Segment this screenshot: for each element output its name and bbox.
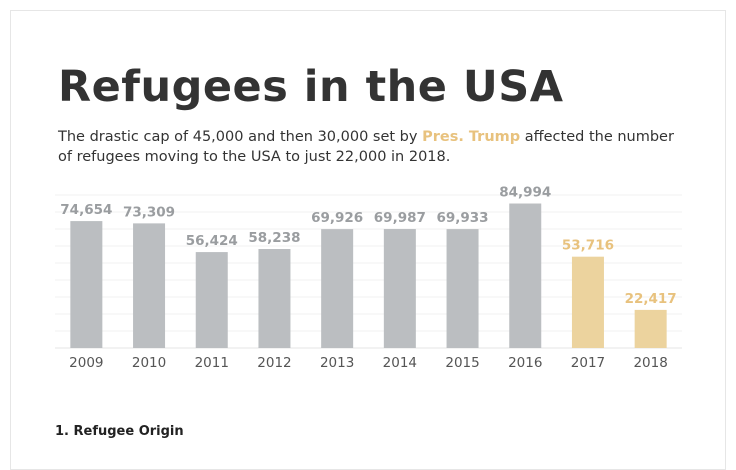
highlight-link[interactable]: Pres. Trump xyxy=(422,129,521,145)
value-label-2014: 69,987 xyxy=(374,210,426,226)
description-text-end: affected the number of refugees moving t… xyxy=(58,129,674,165)
section-heading: 1. Refugee Origin xyxy=(55,424,184,439)
x-tick-label-2015: 2015 xyxy=(445,355,479,371)
x-tick-label-2012: 2012 xyxy=(257,355,291,371)
bar-2013 xyxy=(321,229,354,348)
bar-2012 xyxy=(258,248,291,348)
x-tick-label-2009: 2009 xyxy=(69,355,103,371)
description: The drastic cap of 45,000 and then 30,00… xyxy=(58,127,678,167)
x-tick-label-2018: 2018 xyxy=(633,355,667,371)
bar-2011 xyxy=(195,252,228,348)
value-label-2018: 22,417 xyxy=(625,291,677,307)
x-tick-label-2010: 2010 xyxy=(132,355,166,371)
bar-chart: 74,654 2009 73,309 2010 56,424 2011 58,238 2012… xyxy=(55,185,682,371)
x-tick-label-2013: 2013 xyxy=(320,355,354,371)
bar-2010 xyxy=(133,223,166,348)
value-label-2012: 58,238 xyxy=(248,230,300,246)
bar-2015 xyxy=(446,229,479,348)
bar-2017 xyxy=(571,256,604,348)
bar-2016 xyxy=(509,203,542,348)
description-text: The drastic cap of 45,000 and then 30,00… xyxy=(58,129,423,145)
value-label-2011: 56,424 xyxy=(186,233,238,249)
value-label-2010: 73,309 xyxy=(123,204,175,220)
page-title: Refugees in the USA xyxy=(58,62,564,112)
bar-2018 xyxy=(634,309,667,348)
x-tick-label-2016: 2016 xyxy=(508,355,542,371)
x-tick-label-2017: 2017 xyxy=(571,355,605,371)
value-label-2016: 84,994 xyxy=(499,185,551,201)
value-label-2015: 69,933 xyxy=(436,210,488,226)
value-label-2013: 69,926 xyxy=(311,210,363,226)
value-label-2017: 53,716 xyxy=(562,238,614,254)
bar-2009 xyxy=(70,221,103,348)
bar-2014 xyxy=(383,229,416,348)
x-tick-label-2014: 2014 xyxy=(383,355,417,371)
x-tick-label-2011: 2011 xyxy=(195,355,229,371)
value-label-2009: 74,654 xyxy=(60,202,112,218)
